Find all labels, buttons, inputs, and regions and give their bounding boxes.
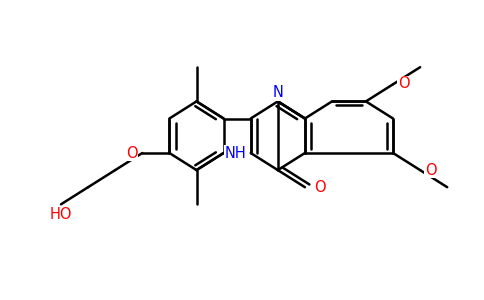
Text: NH: NH [225, 146, 247, 160]
Text: O: O [398, 76, 409, 91]
Text: O: O [314, 180, 325, 195]
Text: O: O [398, 77, 409, 92]
Text: O: O [126, 146, 137, 160]
Text: O: O [425, 163, 437, 178]
Text: HO: HO [50, 207, 72, 222]
Text: N: N [272, 85, 283, 100]
